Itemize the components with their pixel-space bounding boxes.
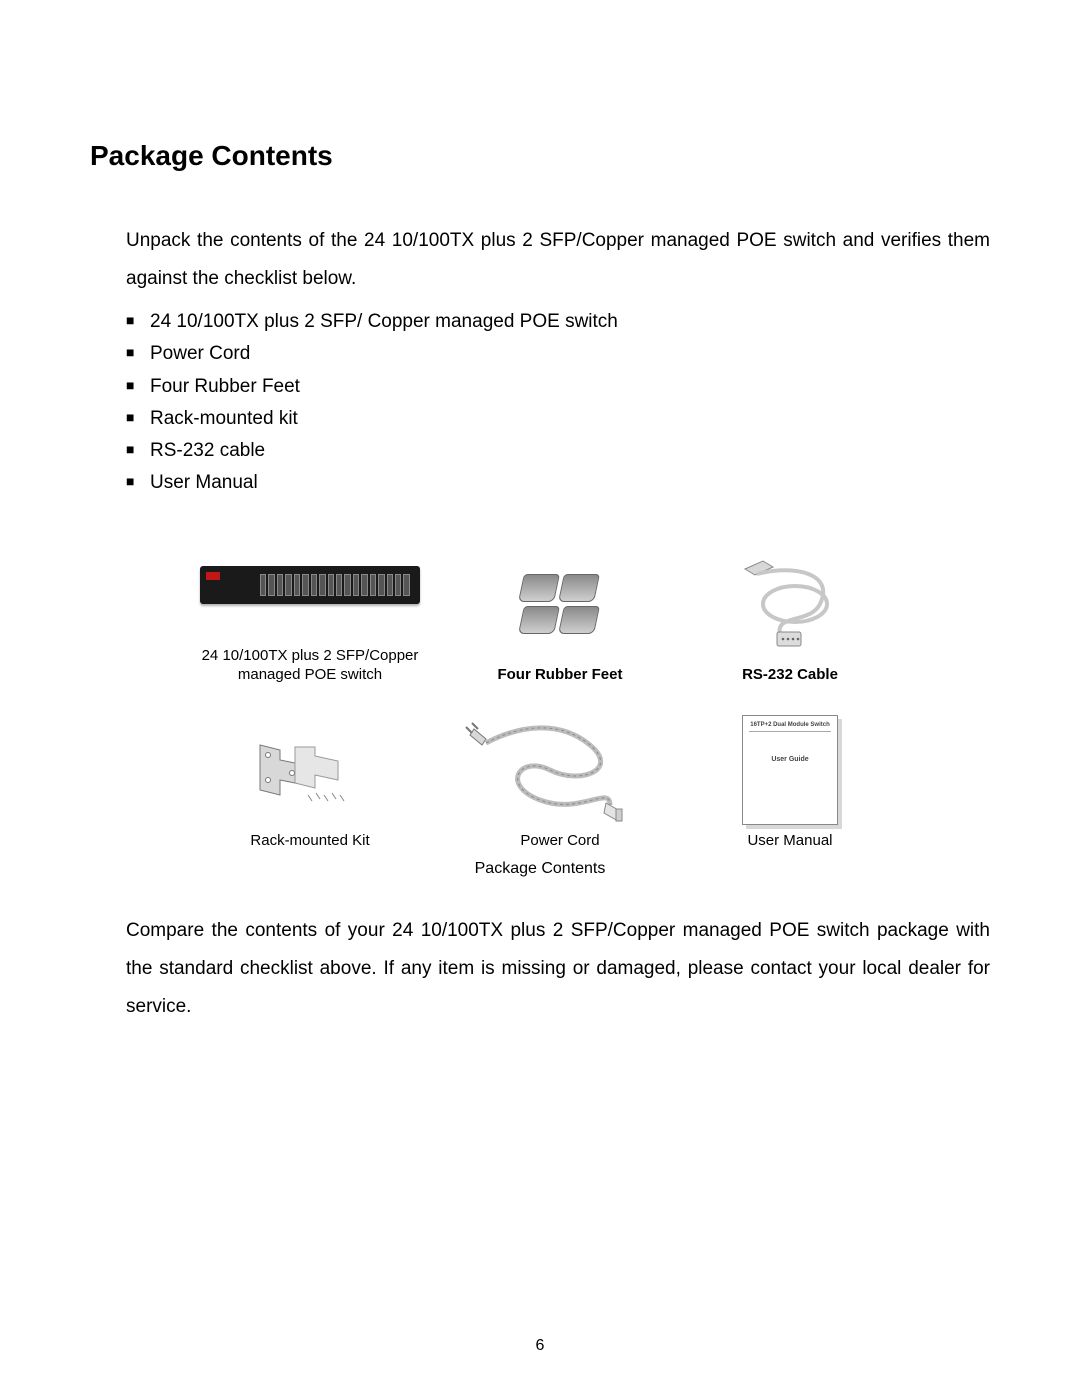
figure-user-manual: 16TP+2 Dual Module Switch User Guide Use…: [680, 715, 900, 851]
manual-icon: 16TP+2 Dual Module Switch User Guide: [742, 715, 838, 825]
figure-caption: Four Rubber Feet: [497, 665, 622, 685]
outro-paragraph: Compare the contents of your 24 10/100TX…: [90, 912, 990, 1026]
page-title: Package Contents: [90, 140, 990, 172]
rack-kit-icon: [250, 735, 370, 805]
figure-rs232: RS-232 Cable: [680, 530, 900, 685]
figure-caption: 24 10/100TX plus 2 SFP/Copper managed PO…: [202, 646, 419, 685]
figure-switch: 24 10/100TX plus 2 SFP/Copper managed PO…: [180, 530, 440, 685]
rubber-feet-icon: [515, 574, 605, 634]
switch-icon: [200, 566, 420, 604]
figure-caption: Power Cord: [520, 831, 599, 851]
rs232-cable-icon: [725, 554, 855, 654]
checklist-item: RS-232 cable: [126, 435, 990, 467]
figure-rack-kit: Rack-mounted Kit: [180, 715, 440, 851]
figure-caption: Rack-mounted Kit: [250, 831, 369, 851]
checklist: 24 10/100TX plus 2 SFP/ Copper managed P…: [90, 306, 990, 500]
checklist-item: Power Cord: [126, 338, 990, 370]
page-number: 6: [0, 1337, 1080, 1355]
figure-caption: RS-232 Cable: [742, 665, 838, 685]
checklist-item: 24 10/100TX plus 2 SFP/ Copper managed P…: [126, 306, 990, 338]
checklist-item: Rack-mounted kit: [126, 403, 990, 435]
checklist-item: User Manual: [126, 467, 990, 499]
checklist-item: Four Rubber Feet: [126, 371, 990, 403]
grid-caption: Package Contents: [90, 860, 990, 878]
document-page: Package Contents Unpack the contents of …: [0, 0, 1080, 1397]
power-cord-icon: [460, 715, 660, 825]
figure-rubber-feet: Four Rubber Feet: [450, 530, 670, 685]
intro-paragraph: Unpack the contents of the 24 10/100TX p…: [90, 222, 990, 298]
figure-caption: User Manual: [747, 831, 832, 851]
figure-grid: 24 10/100TX plus 2 SFP/Copper managed PO…: [90, 530, 990, 851]
figure-power-cord: Power Cord: [450, 715, 670, 851]
